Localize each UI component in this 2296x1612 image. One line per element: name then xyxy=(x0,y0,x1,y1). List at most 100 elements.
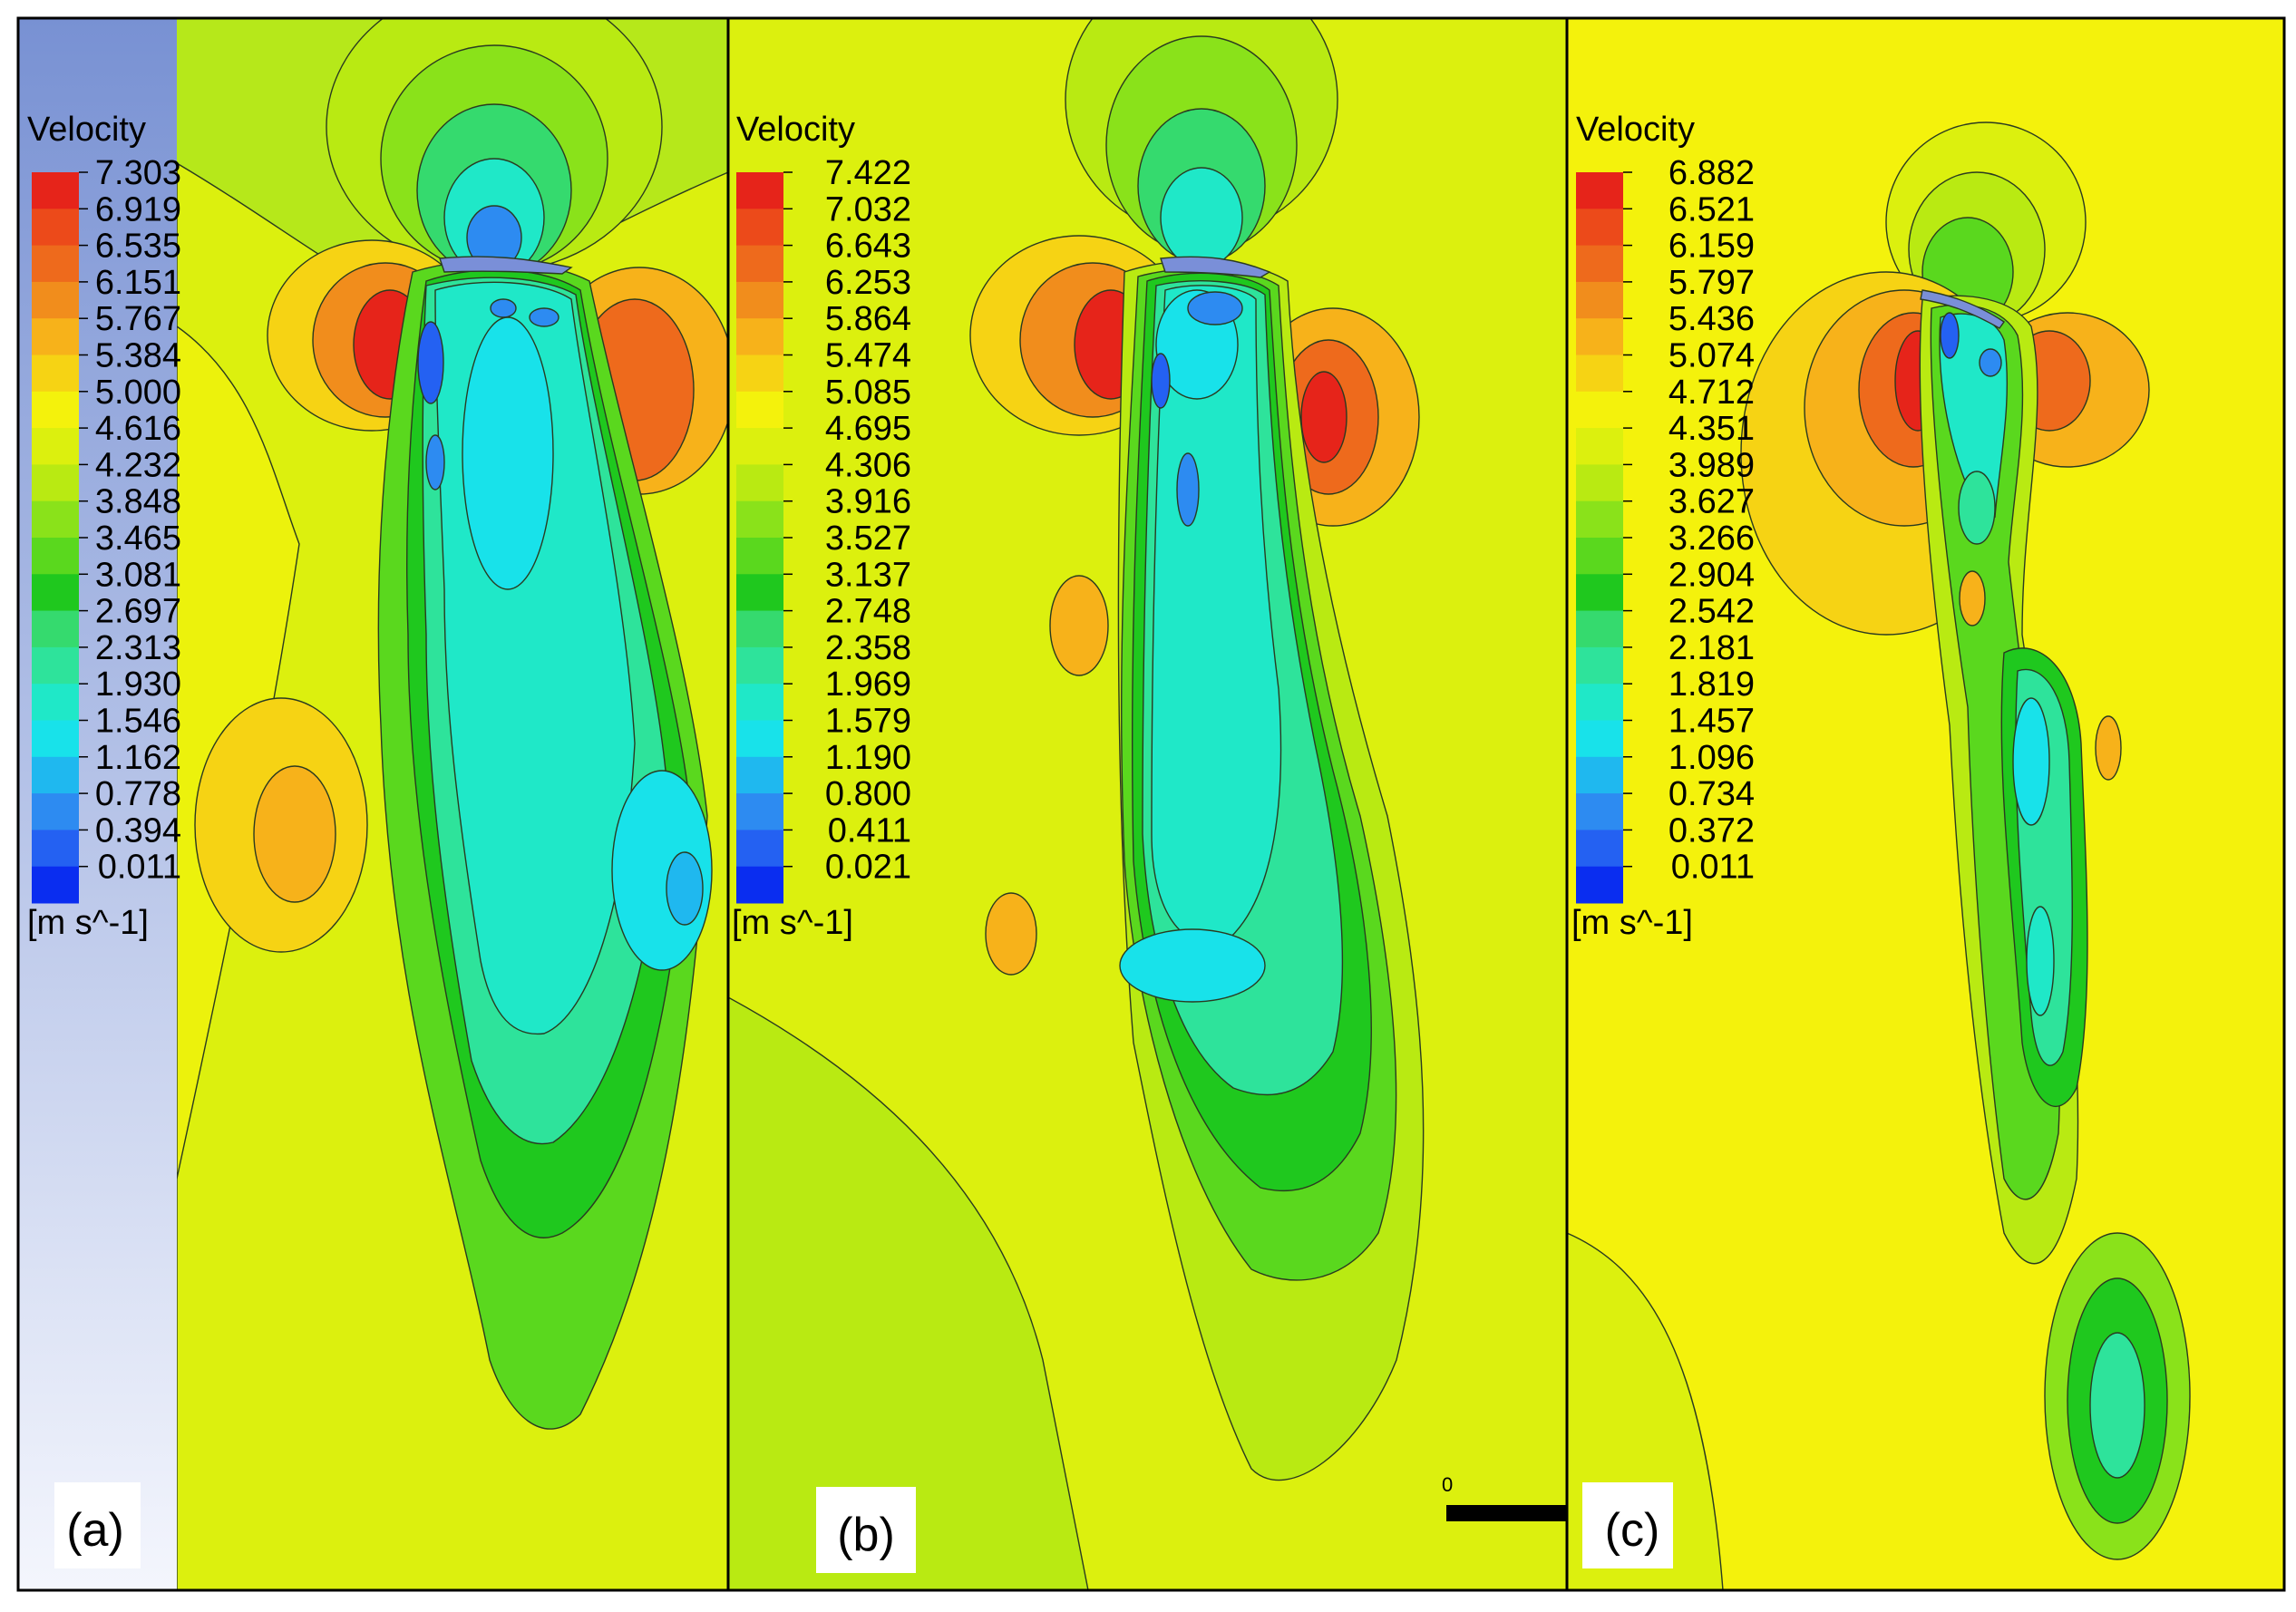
colorbar-title: Velocity xyxy=(1576,111,1695,149)
colorbar-swatch xyxy=(32,500,79,539)
colorbar-swatch xyxy=(1576,720,1623,758)
colorbar-tick-label: 1.162 xyxy=(95,739,181,777)
colorbar-swatch xyxy=(32,428,79,465)
colorbar-tick-label: 4.695 xyxy=(825,410,911,448)
scale-bar-zero-label: 0 xyxy=(1442,1473,1453,1496)
panel-label: (c) xyxy=(1605,1504,1660,1557)
colorbar-swatch xyxy=(32,391,79,429)
colorbar-swatch xyxy=(32,318,79,355)
colorbar-tick-label: 1.457 xyxy=(1668,703,1755,741)
colorbar-tick-label: 1.096 xyxy=(1668,739,1755,777)
colorbar-tick-label: 2.904 xyxy=(1668,556,1755,594)
colorbar-swatch xyxy=(736,866,783,904)
colorbar-tick-label: 6.643 xyxy=(825,228,911,266)
colorbar-tick-label: 3.848 xyxy=(95,483,181,521)
colorbar-tick-label: 0.021 xyxy=(825,849,911,887)
colorbar-swatch xyxy=(1576,756,1623,794)
colorbar-swatch xyxy=(736,209,783,247)
colorbar-swatch xyxy=(736,172,783,209)
panel-b xyxy=(728,18,1567,1590)
colorbar-swatch xyxy=(736,281,783,319)
colorbar-tick-label: 4.306 xyxy=(825,446,911,484)
colorbar-title: Velocity xyxy=(27,111,146,149)
colorbar-tick-label: 5.797 xyxy=(1668,264,1755,302)
colorbar-swatch xyxy=(1576,538,1623,575)
colorbar-swatch xyxy=(736,318,783,355)
colorbar-swatch xyxy=(1576,793,1623,830)
colorbar-legend-c: Velocity6.8826.5216.1595.7975.4365.0744.… xyxy=(1571,111,1755,1568)
colorbar-tick-label: 6.535 xyxy=(95,228,181,266)
colorbar-tick-label: 5.767 xyxy=(95,300,181,338)
colorbar-tick-label: 3.266 xyxy=(1668,520,1755,558)
colorbar-tick-label: 6.521 xyxy=(1668,190,1755,228)
colorbar-legend-b: Velocity 7.4227.0326.6436.2535.8645.4745.… xyxy=(732,111,916,1573)
colorbar-swatch xyxy=(736,245,783,283)
colorbar-tick-label: 3.916 xyxy=(825,483,911,521)
colorbar-tick-label: 0.734 xyxy=(1668,775,1755,813)
colorbar-tick-label: 3.989 xyxy=(1668,446,1755,484)
colorbar-swatch xyxy=(1576,464,1623,502)
colorbar-tick-label: 5.085 xyxy=(825,374,911,412)
colorbar-swatch xyxy=(32,354,79,393)
panel-a xyxy=(18,18,728,1590)
colorbar-unit: [m s^-1] xyxy=(732,904,853,942)
colorbar-swatch xyxy=(736,464,783,502)
colorbar-swatch xyxy=(736,391,783,429)
colorbar-swatch xyxy=(32,793,79,830)
colorbar-tick-label: 2.313 xyxy=(95,629,181,667)
colorbar-swatch xyxy=(736,684,783,721)
panel-label: (a) xyxy=(66,1504,124,1557)
colorbar-tick-label: 5.074 xyxy=(1668,337,1755,375)
colorbar-swatch xyxy=(32,830,79,868)
colorbar-tick-label: 0.411 xyxy=(828,811,911,850)
colorbar-tick-label: 2.358 xyxy=(825,629,911,667)
colorbar-tick-label: 7.303 xyxy=(95,154,181,192)
panel-c-contour-field xyxy=(1567,18,2284,1590)
colorbar-swatch xyxy=(736,610,783,648)
colorbar-tick-label: 1.190 xyxy=(825,739,911,777)
colorbar-swatch xyxy=(736,574,783,612)
colorbar-swatch xyxy=(1576,684,1623,721)
colorbar-swatch xyxy=(736,538,783,575)
panel-label: (b) xyxy=(837,1509,895,1561)
colorbar-tick-label: 3.627 xyxy=(1668,483,1755,521)
colorbar-swatch xyxy=(1576,830,1623,868)
colorbar-tick-label: 3.527 xyxy=(825,520,911,558)
colorbar-tick-label: 5.384 xyxy=(95,337,181,375)
colorbar-tick-label: 4.232 xyxy=(95,446,181,484)
colorbar-swatch xyxy=(1576,866,1623,904)
colorbar-swatch xyxy=(1576,610,1623,648)
colorbar-tick-label: 6.151 xyxy=(95,264,181,302)
colorbar-swatch xyxy=(32,684,79,721)
colorbar-tick-label: 0.011 xyxy=(98,849,181,887)
panel-borders xyxy=(16,16,2286,1592)
colorbar-swatch xyxy=(32,574,79,612)
colorbar-swatch xyxy=(32,866,79,904)
colorbar-tick-label: 6.159 xyxy=(1668,228,1755,266)
colorbar-title: Velocity xyxy=(736,111,855,149)
panel-a-contour-field xyxy=(177,18,728,1590)
colorbar-swatch xyxy=(32,281,79,319)
colorbar-tick-label: 3.465 xyxy=(95,520,181,558)
colorbar-tick-label: 0.011 xyxy=(1671,849,1755,887)
colorbar-tick-label: 1.930 xyxy=(95,665,181,704)
colorbar-tick-label: 2.181 xyxy=(1668,629,1755,667)
colorbar-tick-label: 1.546 xyxy=(95,703,181,741)
colorbar-tick-label: 0.372 xyxy=(1668,811,1755,850)
legend-layer: Velocity7.3036.9196.5356.1515.7675.3845.… xyxy=(27,111,1755,1573)
colorbar-swatch xyxy=(32,245,79,283)
colorbar-swatch xyxy=(736,830,783,868)
colorbar-swatch xyxy=(736,500,783,539)
colorbar-tick-label: 7.032 xyxy=(825,190,911,228)
panel-label-box xyxy=(54,1482,141,1568)
colorbar-swatch xyxy=(736,646,783,685)
colorbar-swatch xyxy=(736,756,783,794)
colorbar-swatch xyxy=(736,793,783,830)
colorbar-swatch xyxy=(32,464,79,502)
panel-c xyxy=(1567,18,2284,1590)
colorbar-tick-label: 1.969 xyxy=(825,665,911,704)
colorbar-swatch xyxy=(1576,391,1623,429)
colorbar-tick-label: 2.542 xyxy=(1668,593,1755,631)
colorbar-swatch xyxy=(1576,428,1623,465)
